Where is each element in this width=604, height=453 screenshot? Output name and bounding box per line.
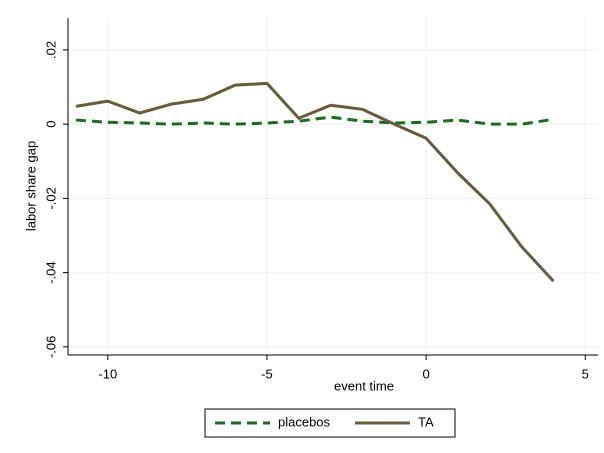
x-axis-label: event time xyxy=(334,378,394,393)
y-axis-label: labor share gap xyxy=(23,141,38,231)
x-tick-label: -5 xyxy=(261,366,273,381)
y-tick-label: .02 xyxy=(43,41,58,59)
legend-label: placebos xyxy=(278,414,331,429)
legend-label: TA xyxy=(418,414,434,429)
y-tick-label: -.04 xyxy=(43,261,58,283)
y-tick-label: -.02 xyxy=(43,187,58,209)
y-tick-label: 0 xyxy=(43,121,58,128)
x-tick-label: -10 xyxy=(98,366,117,381)
x-tick-label: 0 xyxy=(422,366,429,381)
y-tick-label: -.06 xyxy=(43,336,58,358)
legend xyxy=(204,408,456,438)
x-tick-label: 5 xyxy=(582,366,589,381)
line-series xyxy=(75,81,555,283)
